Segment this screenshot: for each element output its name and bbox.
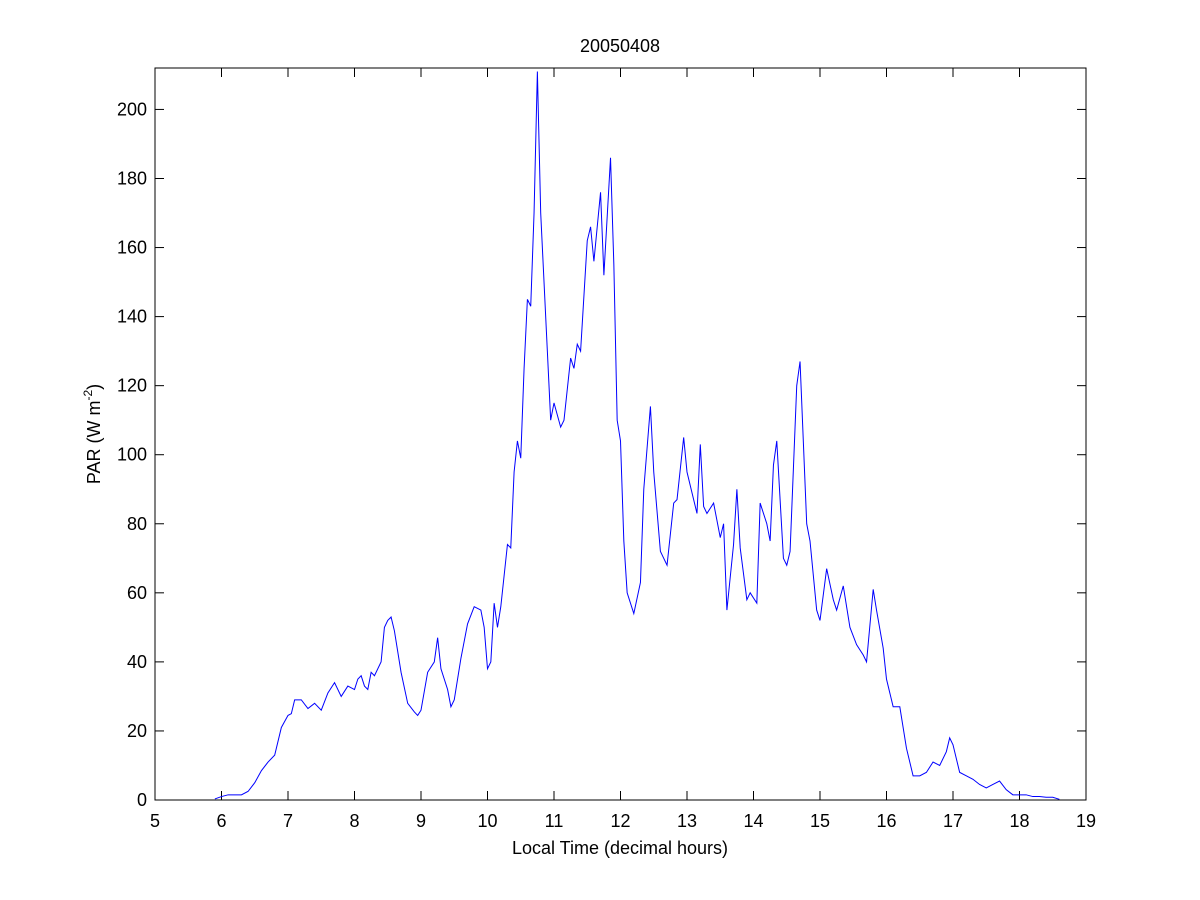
y-tick-label: 0	[137, 790, 147, 810]
y-tick-label: 120	[117, 376, 147, 396]
x-tick-label: 8	[349, 811, 359, 831]
y-tick-label: 160	[117, 238, 147, 258]
data-line	[214, 71, 1060, 800]
chart-title: 20050408	[580, 36, 660, 56]
y-tick-label: 80	[127, 514, 147, 534]
x-tick-label: 6	[216, 811, 226, 831]
y-axis-label-close: )	[84, 384, 104, 390]
y-tick-label: 200	[117, 99, 147, 119]
x-tick-label: 10	[477, 811, 497, 831]
x-tick-label: 16	[876, 811, 896, 831]
x-tick-label: 12	[610, 811, 630, 831]
x-tick-label: 18	[1009, 811, 1029, 831]
y-axis-label: PAR (W m-2)	[81, 384, 104, 484]
x-tick-label: 7	[283, 811, 293, 831]
x-tick-label: 14	[743, 811, 763, 831]
y-axis-label-text: PAR (W m	[84, 401, 104, 485]
x-tick-label: 19	[1076, 811, 1096, 831]
x-tick-label: 13	[677, 811, 697, 831]
y-tick-label: 60	[127, 583, 147, 603]
y-tick-label: 180	[117, 168, 147, 188]
y-axis-label-sup: -2	[81, 390, 95, 401]
y-tick-label: 140	[117, 307, 147, 327]
x-tick-label: 17	[943, 811, 963, 831]
y-tick-label: 20	[127, 721, 147, 741]
x-tick-label: 15	[810, 811, 830, 831]
x-tick-label: 11	[545, 811, 564, 831]
x-tick-label: 5	[150, 811, 160, 831]
y-tick-label: 40	[127, 652, 147, 672]
y-tick-label: 100	[117, 445, 147, 465]
x-tick-label: 9	[416, 811, 426, 831]
x-axis-label: Local Time (decimal hours)	[512, 838, 728, 858]
